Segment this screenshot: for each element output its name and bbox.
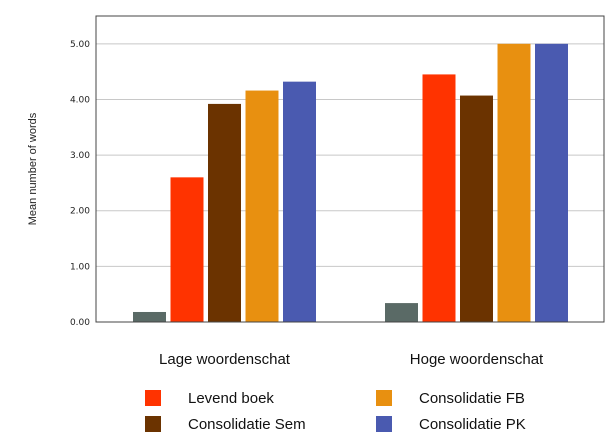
category-label: Hoge woordenschat bbox=[410, 351, 544, 368]
legend-swatch bbox=[145, 390, 161, 406]
legend: Levend boek Consolidatie Sem Consolidatie … bbox=[145, 390, 526, 433]
legend-swatch bbox=[376, 390, 392, 406]
y-tick-label: 3.00 bbox=[70, 151, 90, 161]
plot-frame bbox=[95, 15, 605, 323]
y-tick-label: 5.00 bbox=[70, 40, 90, 50]
legend-swatch bbox=[145, 416, 161, 432]
y-axis-label: Mean number of words bbox=[27, 112, 39, 225]
y-tick-label: 2.00 bbox=[70, 207, 90, 217]
bar bbox=[535, 43, 568, 323]
bars bbox=[133, 43, 568, 323]
bar bbox=[170, 177, 204, 322]
y-tick-label: 0.00 bbox=[70, 318, 90, 328]
legend-label: Consolidatie Sem bbox=[188, 416, 306, 433]
category-labels: Lage woordenschat Hoge woordenschat bbox=[159, 351, 544, 368]
legend-swatch bbox=[376, 416, 392, 432]
y-tick-label: 4.00 bbox=[70, 95, 90, 105]
y-tick-label: 1.00 bbox=[70, 262, 90, 272]
bar bbox=[385, 303, 418, 322]
bar bbox=[283, 81, 316, 322]
bar bbox=[460, 95, 493, 322]
y-tick-labels: 0.00 1.00 2.00 3.00 4.00 5.00 bbox=[70, 40, 90, 328]
bar bbox=[133, 311, 166, 322]
bar bbox=[422, 74, 456, 322]
legend-label: Levend boek bbox=[188, 390, 274, 407]
category-label: Lage woordenschat bbox=[159, 351, 291, 368]
legend-label: Consolidatie FB bbox=[419, 390, 525, 407]
bar bbox=[208, 103, 241, 322]
legend-label: Consolidatie PK bbox=[419, 416, 526, 433]
bar bbox=[245, 90, 279, 322]
bar bbox=[497, 43, 531, 323]
